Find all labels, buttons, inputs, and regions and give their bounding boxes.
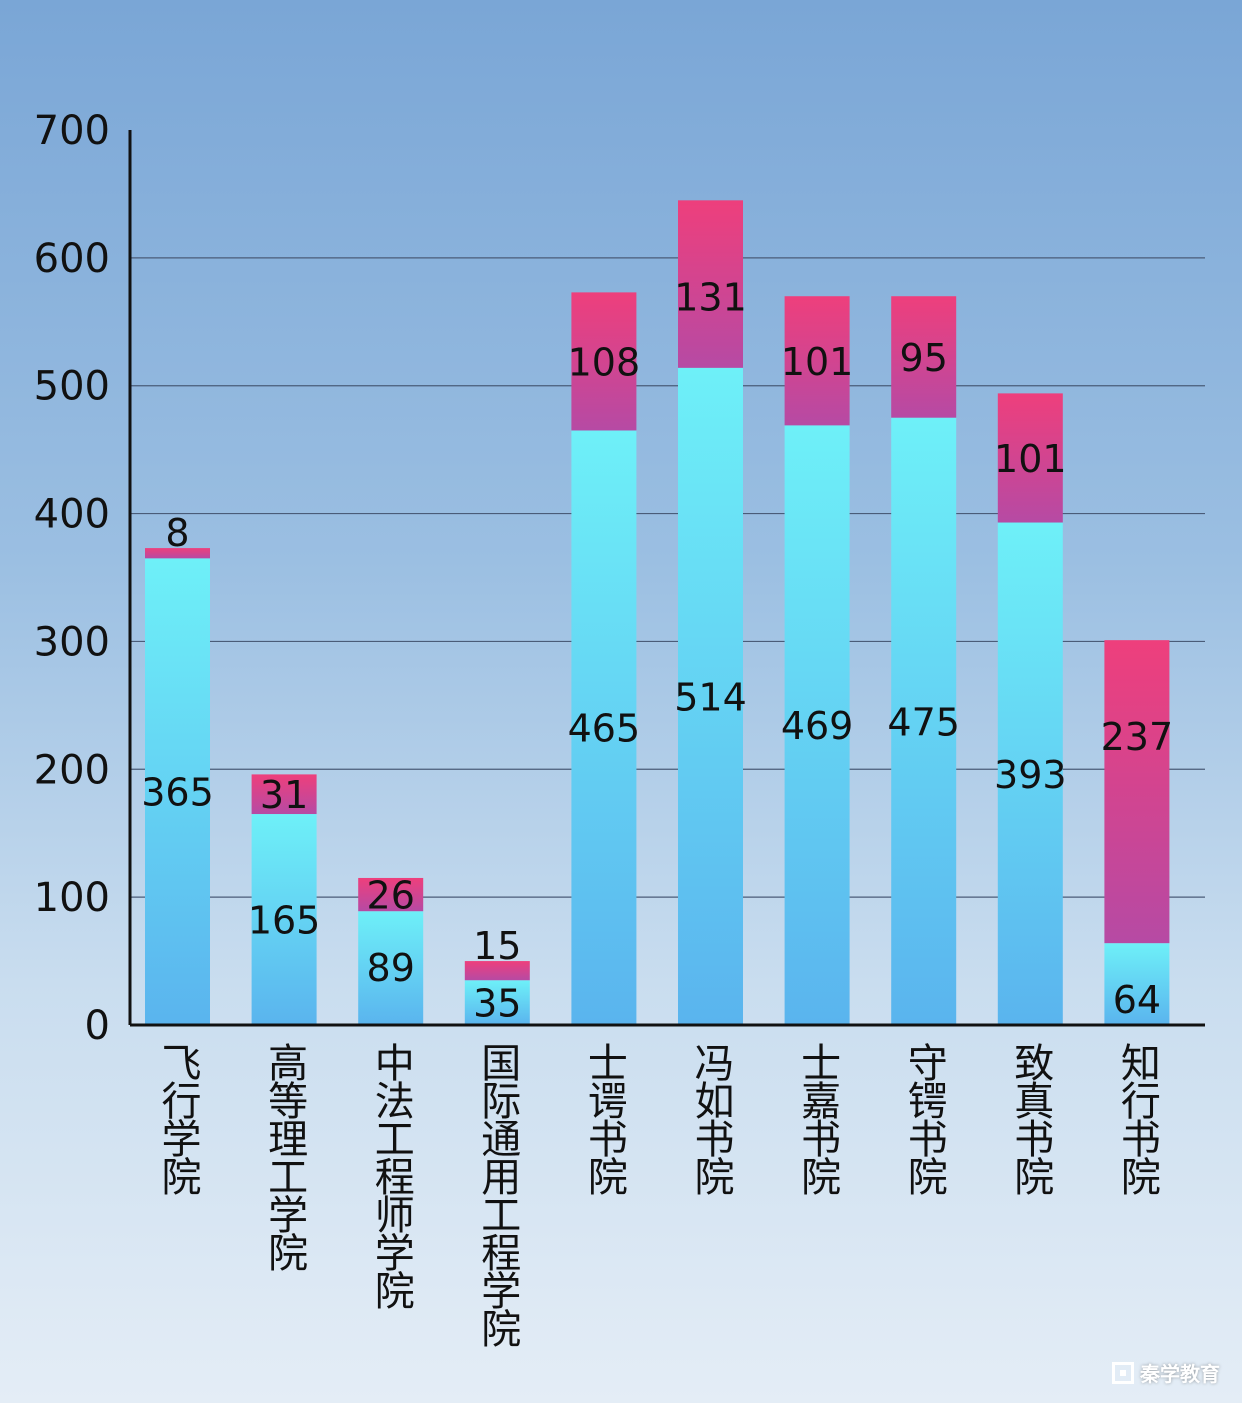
x-category-label: 士谔书院 bbox=[580, 1042, 627, 1194]
x-category-label: 冯如书院 bbox=[687, 1042, 734, 1194]
bar-base bbox=[997, 522, 1063, 1025]
bar-top bbox=[251, 774, 317, 815]
y-tick-label: 200 bbox=[34, 747, 110, 793]
data-label-base: 475 bbox=[887, 700, 960, 744]
y-tick-label: 0 bbox=[85, 1003, 110, 1049]
bar-base bbox=[571, 430, 637, 1025]
bar-top bbox=[997, 393, 1063, 523]
data-label-top: 101 bbox=[994, 437, 1067, 481]
logo-icon bbox=[1112, 1361, 1134, 1384]
bar-top bbox=[464, 961, 530, 981]
data-label-base: 469 bbox=[781, 704, 854, 748]
x-category-label: 知行书院 bbox=[1113, 1042, 1160, 1194]
x-category-label: 守锷书院 bbox=[900, 1042, 947, 1194]
data-label-base: 64 bbox=[1113, 978, 1161, 1022]
data-label-base: 514 bbox=[674, 675, 747, 719]
x-category-label: 飞行学院 bbox=[154, 1042, 201, 1194]
bar-top bbox=[678, 200, 743, 368]
data-labels: 365 8 165 31 89 26 35 15 465 108 514 131 469 101 475 95… bbox=[141, 275, 1173, 1025]
data-label-base: 35 bbox=[473, 982, 521, 1026]
x-category-label: 高等理工学院 bbox=[261, 1042, 308, 1270]
watermark-text: 秦学教育 bbox=[1140, 1362, 1220, 1386]
data-label-base: 393 bbox=[994, 753, 1067, 797]
bar-top bbox=[1104, 640, 1170, 944]
y-tick-label: 100 bbox=[34, 875, 110, 921]
data-label-base: 165 bbox=[248, 899, 321, 943]
bar-top bbox=[891, 296, 957, 418]
data-label-top: 108 bbox=[568, 340, 641, 384]
data-label-base: 89 bbox=[367, 946, 415, 990]
y-tick-label: 600 bbox=[34, 236, 110, 282]
bars bbox=[145, 200, 1170, 1026]
data-label-top: 15 bbox=[473, 924, 521, 968]
bar-base bbox=[891, 417, 957, 1025]
data-label-top: 31 bbox=[260, 773, 308, 817]
watermark: 秦学教育 bbox=[1112, 1358, 1220, 1387]
x-category-label: 致真书院 bbox=[1007, 1042, 1054, 1194]
y-tick-label: 500 bbox=[34, 364, 110, 410]
bar-top bbox=[358, 877, 424, 912]
bar-top bbox=[145, 548, 210, 559]
x-category-label: 国际通用工程学院 bbox=[474, 1042, 521, 1346]
data-label-top: 26 bbox=[367, 874, 415, 918]
x-category-label: 士嘉书院 bbox=[794, 1042, 841, 1194]
data-label-top: 8 bbox=[165, 511, 189, 555]
axes: 0 100 200 300 400 500 600 700 bbox=[34, 108, 1205, 1049]
x-category-label: 中法工程师学院 bbox=[367, 1042, 414, 1308]
bar-base bbox=[251, 814, 317, 1025]
bar-base bbox=[784, 425, 850, 1026]
data-label-base: 465 bbox=[568, 707, 641, 751]
y-tick-label: 300 bbox=[34, 619, 110, 665]
data-label-top: 237 bbox=[1101, 715, 1174, 759]
bar-top bbox=[784, 296, 850, 426]
bar-base bbox=[358, 911, 424, 1025]
data-label-base: 365 bbox=[141, 771, 214, 815]
data-label-top: 131 bbox=[674, 275, 747, 319]
bar-base bbox=[678, 367, 743, 1025]
bar-base bbox=[145, 558, 210, 1025]
data-label-top: 95 bbox=[900, 336, 948, 380]
data-label-top: 101 bbox=[781, 340, 854, 384]
bar-base bbox=[464, 980, 530, 1025]
bar-top bbox=[571, 292, 637, 431]
y-tick-label: 700 bbox=[34, 108, 110, 154]
y-tick-label: 400 bbox=[34, 492, 110, 538]
bar-base bbox=[1104, 943, 1170, 1025]
